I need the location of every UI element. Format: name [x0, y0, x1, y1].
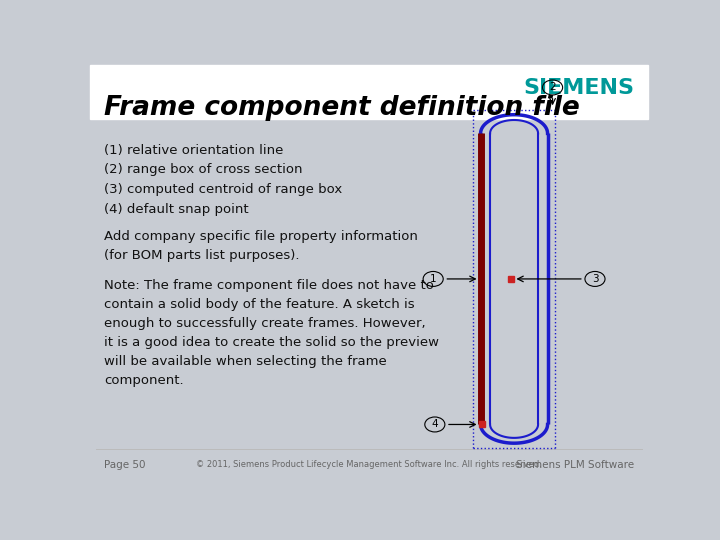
Text: 4: 4 [431, 420, 438, 429]
Text: (3) computed centroid of range box: (3) computed centroid of range box [104, 184, 342, 197]
Text: (2) range box of cross section: (2) range box of cross section [104, 164, 302, 177]
Text: Add company specific file property information
(for BOM parts list purposes).: Add company specific file property infor… [104, 230, 418, 262]
Text: (1) relative orientation line: (1) relative orientation line [104, 144, 284, 157]
Text: 2: 2 [549, 83, 556, 92]
Text: Page 50: Page 50 [104, 460, 145, 470]
Text: 1: 1 [430, 274, 436, 284]
Text: Note: The frame component file does not have to
contain a solid body of the feat: Note: The frame component file does not … [104, 279, 439, 387]
Text: Frame component definition file: Frame component definition file [104, 96, 580, 122]
Text: 3: 3 [592, 274, 598, 284]
Text: Siemens PLM Software: Siemens PLM Software [516, 460, 634, 470]
Text: (4) default snap point: (4) default snap point [104, 204, 248, 217]
Text: SIEMENS: SIEMENS [523, 78, 634, 98]
Bar [90, 65, 648, 119]
Text: © 2011, Siemens Product Lifecycle Management Software Inc. All rights reserved.: © 2011, Siemens Product Lifecycle Manage… [196, 460, 542, 469]
